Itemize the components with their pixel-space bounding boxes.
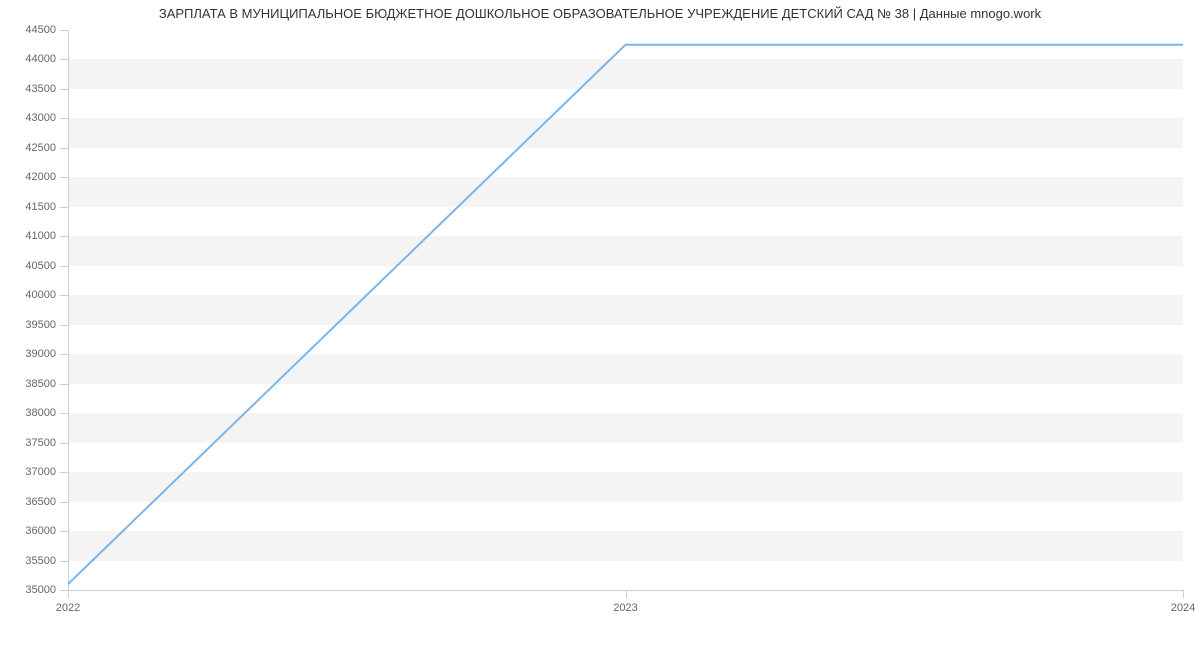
x-tick (68, 590, 69, 598)
y-tick (60, 177, 68, 178)
y-tick (60, 30, 68, 31)
y-tick (60, 236, 68, 237)
y-tick (60, 413, 68, 414)
y-tick-label: 43500 (6, 83, 56, 95)
x-tick (1183, 590, 1184, 598)
y-tick-label: 41500 (6, 201, 56, 213)
y-tick-label: 38500 (6, 378, 56, 390)
y-tick (60, 354, 68, 355)
y-tick-label: 36000 (6, 525, 56, 537)
y-tick-label: 37500 (6, 437, 56, 449)
y-tick-label: 41000 (6, 230, 56, 242)
y-tick (60, 325, 68, 326)
chart-title: ЗАРПЛАТА В МУНИЦИПАЛЬНОЕ БЮДЖЕТНОЕ ДОШКО… (0, 6, 1200, 21)
y-tick-label: 39000 (6, 348, 56, 360)
y-tick (60, 384, 68, 385)
plot-area: 3500035500360003650037000375003800038500… (68, 30, 1183, 590)
y-tick (60, 561, 68, 562)
y-tick (60, 590, 68, 591)
y-tick-label: 37000 (6, 466, 56, 478)
y-tick-label: 44000 (6, 53, 56, 65)
y-tick (60, 207, 68, 208)
y-tick-label: 43000 (6, 112, 56, 124)
y-tick (60, 118, 68, 119)
x-tick-label: 2023 (613, 602, 637, 614)
y-tick (60, 295, 68, 296)
y-tick (60, 502, 68, 503)
x-tick (626, 590, 627, 598)
series-line (68, 45, 1183, 584)
y-tick (60, 89, 68, 90)
salary-line-chart: ЗАРПЛАТА В МУНИЦИПАЛЬНОЕ БЮДЖЕТНОЕ ДОШКО… (0, 0, 1200, 650)
y-tick-label: 40500 (6, 260, 56, 272)
y-tick-label: 35500 (6, 555, 56, 567)
y-tick (60, 531, 68, 532)
x-tick-label: 2022 (56, 602, 80, 614)
y-tick (60, 148, 68, 149)
line-series (68, 30, 1183, 590)
y-tick-label: 39500 (6, 319, 56, 331)
y-tick (60, 266, 68, 267)
y-tick-label: 44500 (6, 24, 56, 36)
x-tick-label: 2024 (1171, 602, 1195, 614)
y-tick-label: 40000 (6, 289, 56, 301)
y-tick (60, 443, 68, 444)
y-tick (60, 59, 68, 60)
y-tick (60, 472, 68, 473)
y-tick-label: 42500 (6, 142, 56, 154)
y-tick-label: 42000 (6, 171, 56, 183)
y-tick-label: 36500 (6, 496, 56, 508)
y-tick-label: 38000 (6, 407, 56, 419)
y-tick-label: 35000 (6, 584, 56, 596)
